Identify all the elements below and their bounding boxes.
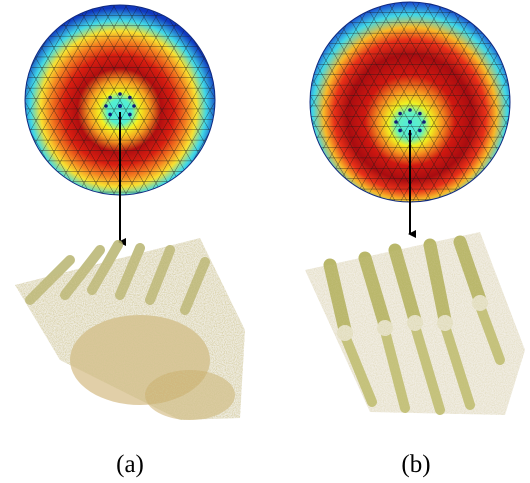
sample-point	[408, 120, 412, 124]
sample-point	[422, 120, 426, 124]
mesh-line	[0, 0, 38, 290]
mesh-line	[0, 0, 26, 290]
mesh-line	[499, 0, 530, 302]
grain	[305, 232, 525, 415]
sample-point	[394, 120, 398, 124]
volume-rendering	[15, 238, 245, 420]
sample-point	[128, 96, 132, 100]
sample-point	[398, 112, 402, 116]
volume-rendering	[305, 232, 525, 415]
mesh-line	[511, 0, 530, 302]
mesh-line	[0, 0, 38, 290]
sample-point	[108, 113, 112, 117]
mesh-line	[523, 0, 530, 302]
panel-label: (b)	[401, 451, 430, 478]
sample-point	[104, 104, 108, 108]
sample-point	[128, 113, 132, 117]
sample-point	[108, 96, 112, 100]
sample-point	[418, 112, 422, 116]
sample-point	[398, 129, 402, 133]
panel-label: (a)	[116, 451, 144, 478]
illustrations	[0, 0, 530, 420]
mesh-line	[0, 0, 2, 290]
sample-point	[118, 92, 122, 96]
mesh-line	[0, 0, 14, 290]
figure: (a) (b)	[0, 0, 530, 483]
mesh-line	[499, 0, 530, 302]
grain	[15, 238, 245, 420]
mesh-line	[523, 0, 530, 302]
mesh-line	[0, 0, 2, 290]
sample-point	[418, 129, 422, 133]
page: (a) (b) (() => { const data = JSON.parse…	[0, 0, 530, 483]
mesh-line	[0, 0, 26, 290]
sample-point	[132, 104, 136, 108]
sample-point	[118, 104, 122, 108]
mesh-line	[0, 0, 14, 290]
mesh-line	[511, 0, 530, 302]
sample-point	[408, 108, 412, 112]
